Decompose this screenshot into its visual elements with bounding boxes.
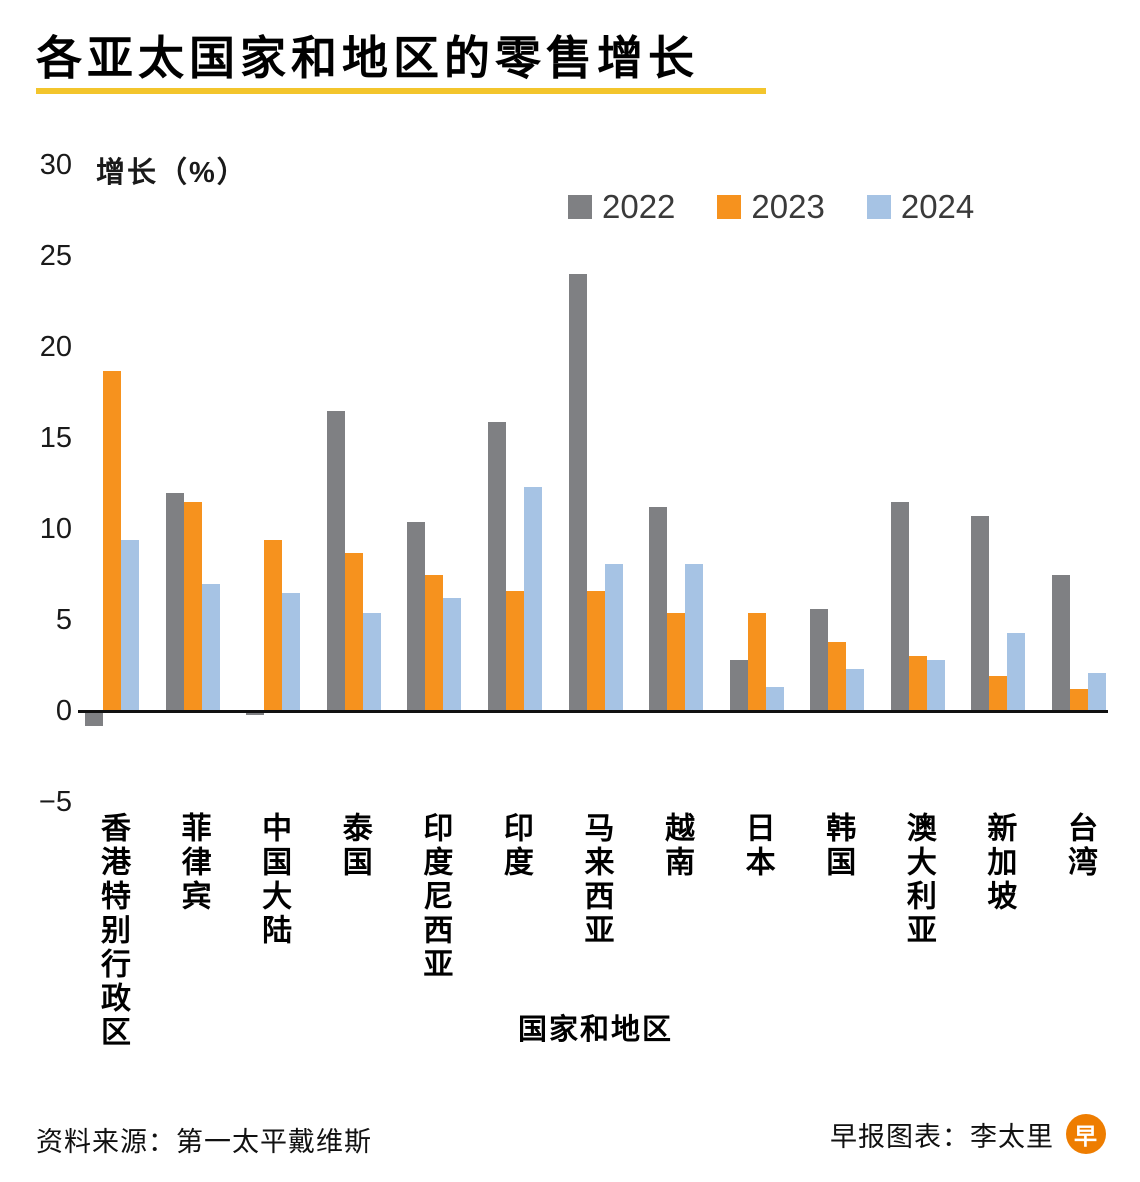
category-label: 新加坡 bbox=[982, 812, 1016, 914]
category-label: 中国大陆 bbox=[257, 812, 291, 948]
bar-2024 bbox=[846, 669, 865, 711]
bar-2023 bbox=[344, 552, 363, 711]
bar-2022 bbox=[487, 421, 506, 711]
credit-note: 早报图表：李太里 早 bbox=[830, 1114, 1106, 1154]
bar-2023 bbox=[264, 539, 283, 711]
category-label: 泰国 bbox=[337, 812, 371, 880]
bar-2022 bbox=[326, 410, 345, 711]
legend-label: 2024 bbox=[900, 188, 975, 225]
bar-2023 bbox=[425, 574, 444, 711]
legend-swatch-icon bbox=[568, 195, 592, 219]
bar-2022 bbox=[568, 274, 587, 711]
x-axis-label: 国家和地区 bbox=[517, 1014, 673, 1046]
bar-2022 bbox=[85, 711, 103, 726]
category-label: 澳大利亚 bbox=[901, 812, 935, 948]
category-label: 日本 bbox=[740, 812, 774, 880]
credit-text: 早报图表：李太里 bbox=[830, 1121, 1054, 1152]
bar-2023 bbox=[103, 370, 121, 711]
bar-2022 bbox=[246, 711, 265, 715]
legend: 2022 2023 2024 bbox=[568, 188, 974, 226]
x-axis-line bbox=[78, 709, 1108, 713]
y-tick-label: 25 bbox=[39, 240, 72, 272]
bar-2023 bbox=[828, 641, 847, 711]
y-tick-label: 20 bbox=[39, 331, 72, 363]
y-tick-label: 5 bbox=[55, 604, 72, 636]
legend-label: 2023 bbox=[751, 188, 825, 225]
bar-2022 bbox=[810, 609, 829, 711]
bar-2022 bbox=[890, 501, 909, 711]
y-tick-label: −5 bbox=[38, 786, 72, 818]
bar-2024 bbox=[282, 592, 301, 711]
bar-2024 bbox=[523, 487, 542, 711]
category-label: 香港特别行政区 bbox=[96, 812, 129, 1050]
bar-2024 bbox=[1007, 632, 1026, 711]
bar-2023 bbox=[667, 612, 686, 711]
y-tick-label: 10 bbox=[39, 513, 72, 545]
bar-2024 bbox=[926, 660, 945, 711]
chart-title: 各亚太国家和地区的零售增长 bbox=[36, 32, 699, 84]
category-label: 印度尼西亚 bbox=[418, 812, 452, 982]
legend-item-2024: 2024 bbox=[866, 188, 975, 226]
category-label: 越南 bbox=[660, 812, 694, 880]
bar-2024 bbox=[362, 612, 381, 711]
legend-swatch-icon bbox=[866, 195, 891, 219]
bar-2022 bbox=[165, 492, 184, 711]
bar-2024 bbox=[201, 583, 220, 711]
y-axis-label: 增长（%） bbox=[96, 157, 248, 189]
bar-2023 bbox=[586, 590, 605, 711]
title-underline-accent bbox=[36, 88, 766, 94]
legend-item-2022: 2022 bbox=[568, 188, 675, 226]
bar-2024 bbox=[121, 539, 139, 711]
legend-item-2023: 2023 bbox=[717, 188, 825, 226]
bar-2022 bbox=[1052, 574, 1070, 711]
legend-swatch-icon bbox=[717, 195, 742, 219]
bar-2023 bbox=[183, 501, 202, 711]
bar-2023 bbox=[1070, 689, 1088, 711]
logo-glyph: 早 bbox=[1074, 1123, 1098, 1149]
y-tick-label: 15 bbox=[39, 422, 72, 454]
bar-2023 bbox=[747, 612, 766, 711]
y-tick-label: 0 bbox=[55, 695, 72, 727]
category-label: 韩国 bbox=[821, 812, 855, 880]
bar-2023 bbox=[505, 590, 524, 711]
bar-2024 bbox=[604, 563, 623, 711]
bar-2024 bbox=[765, 687, 784, 711]
y-tick-label: 30 bbox=[39, 149, 72, 181]
bar-2024 bbox=[1088, 672, 1106, 711]
zaobao-logo: 早 bbox=[1066, 1114, 1106, 1154]
bar-2023 bbox=[908, 656, 927, 711]
bar-2022 bbox=[649, 507, 668, 711]
bar-2024 bbox=[443, 598, 462, 711]
bar-2022 bbox=[729, 660, 748, 711]
source-note: 资料来源：第一太平戴维斯 bbox=[36, 1127, 372, 1157]
legend-label: 2022 bbox=[602, 188, 676, 225]
category-label: 台湾 bbox=[1063, 812, 1096, 880]
bar-2022 bbox=[971, 516, 990, 711]
bar-2024 bbox=[685, 563, 704, 711]
category-label: 印度 bbox=[498, 812, 532, 880]
bar-2023 bbox=[989, 676, 1008, 711]
category-label: 马来西亚 bbox=[579, 812, 613, 948]
category-label: 菲律宾 bbox=[176, 812, 210, 914]
bar-2022 bbox=[407, 521, 426, 711]
